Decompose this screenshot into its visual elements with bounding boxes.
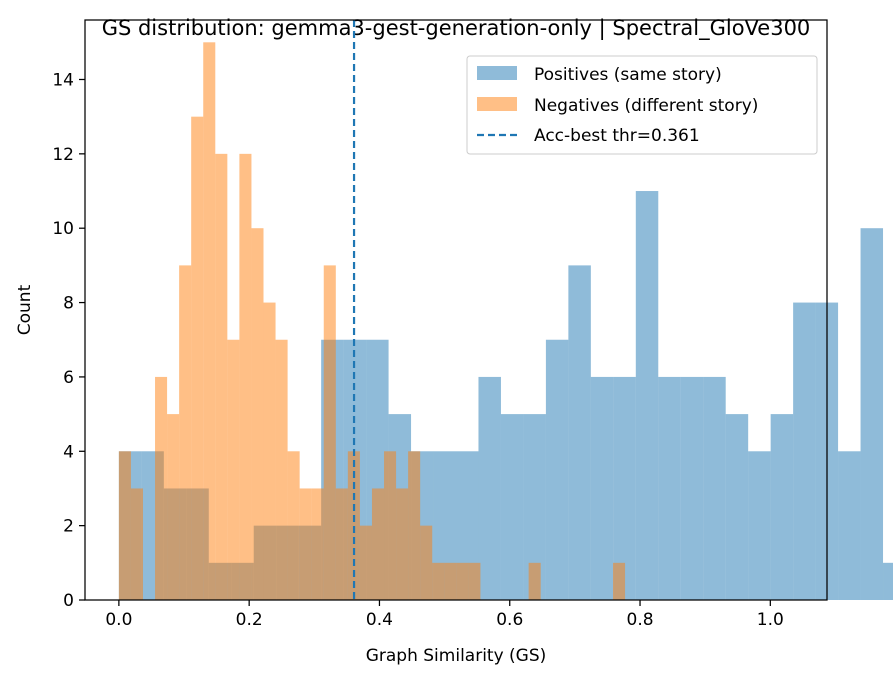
negatives-bar (323, 265, 336, 600)
x-tick-label: 0.4 (366, 610, 393, 630)
y-tick-label: 8 (63, 294, 74, 314)
negatives-bar (432, 562, 445, 600)
x-axis-ticks: 0.0 0.2 0.4 0.6 0.8 1.0 (105, 600, 784, 630)
negatives-bar (167, 414, 180, 600)
y-tick-label: 2 (63, 517, 74, 537)
negatives-bar (215, 153, 228, 600)
positives-bar (703, 376, 726, 600)
positives-bar (568, 265, 591, 600)
positives-bar (613, 376, 636, 600)
negatives-bar (118, 451, 131, 600)
positives-bar (545, 339, 569, 600)
y-tick-label: 10 (52, 219, 74, 239)
negatives-bar (359, 525, 372, 600)
legend-swatch-positives (477, 66, 517, 80)
negatives-bar (444, 562, 457, 600)
y-axis-label: Count (15, 284, 35, 335)
negatives-bar (287, 451, 300, 600)
negatives-bar (347, 451, 360, 600)
negatives-bars (118, 42, 626, 601)
positives-bar (500, 414, 524, 600)
negatives-bar (251, 228, 264, 600)
positives-bar (658, 376, 681, 600)
negatives-bar (528, 562, 541, 600)
positives-bar (590, 376, 614, 600)
x-tick-label: 1.0 (757, 610, 784, 630)
positives-bar (860, 228, 884, 600)
x-tick-label: 0.8 (627, 610, 654, 630)
legend-label-positives: Positives (same story) (534, 65, 722, 85)
negatives-bar (384, 451, 397, 600)
negatives-bar (612, 562, 626, 600)
negatives-bar (335, 488, 348, 600)
negatives-bar (456, 562, 469, 600)
positives-bar (793, 302, 816, 600)
y-axis-ticks: 0 2 4 6 8 10 12 14 (52, 70, 85, 611)
negatives-bar (227, 339, 240, 600)
legend-label-threshold: Acc-best thr=0.361 (534, 126, 700, 146)
negatives-bar (191, 116, 204, 601)
y-tick-label: 4 (63, 442, 74, 462)
positives-bar (680, 376, 704, 600)
y-tick-label: 14 (52, 70, 74, 90)
y-tick-label: 6 (63, 368, 74, 388)
negatives-bar (311, 488, 324, 600)
legend-swatch-negatives (477, 97, 517, 111)
plot-frame (84, 19, 828, 601)
negatives-bar (371, 488, 385, 600)
negatives-bar (275, 339, 288, 600)
negatives-bar (299, 488, 312, 600)
positives-bar (478, 376, 501, 600)
legend-box (466, 55, 818, 155)
positives-bar (523, 414, 546, 600)
negatives-bar (408, 451, 421, 600)
x-tick-label: 0.2 (236, 610, 263, 630)
positives-bar (635, 191, 659, 600)
negatives-bar (130, 488, 143, 600)
positives-bar (838, 451, 861, 600)
y-tick-label: 12 (52, 145, 74, 165)
legend: Positives (same story) Negatives (differ… (466, 55, 818, 155)
negatives-bar (155, 376, 168, 600)
negatives-bar (420, 525, 433, 600)
x-axis-label: Graph Similarity (GS) (366, 646, 547, 666)
plot-area (118, 20, 893, 601)
negatives-bar (203, 42, 216, 601)
positives-bar (770, 414, 794, 600)
positives-bar (883, 562, 893, 600)
positives-bar (725, 414, 749, 600)
x-tick-label: 0.0 (105, 610, 132, 630)
negatives-bar (263, 302, 276, 600)
x-tick-label: 0.6 (496, 610, 523, 630)
negatives-bar (468, 562, 481, 600)
negatives-bar (396, 488, 409, 600)
negatives-bar (179, 265, 192, 600)
y-tick-label: 0 (63, 591, 74, 611)
legend-label-negatives: Negatives (different story) (534, 96, 758, 116)
positives-bar (748, 451, 771, 600)
negatives-bar (239, 153, 252, 600)
